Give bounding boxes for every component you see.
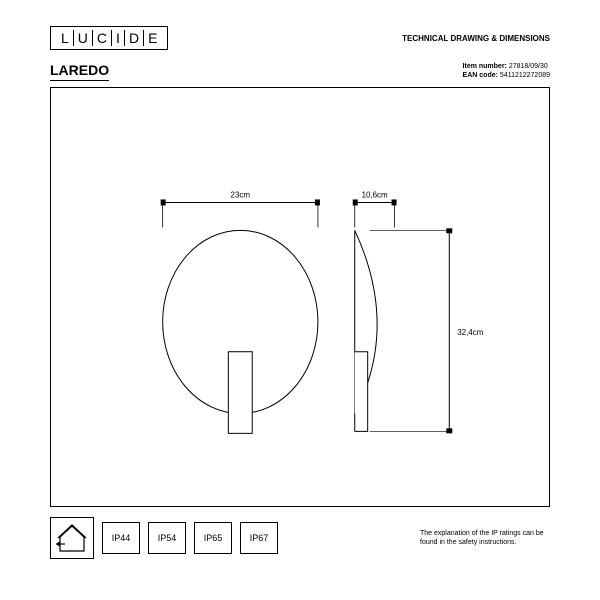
ip-rating-box: IP65 [194, 522, 232, 554]
logo-letter: C [93, 30, 112, 46]
footer-row: IP44 IP54 IP65 IP67 The explanation of t… [50, 517, 550, 559]
house-icon [56, 523, 88, 553]
ean-value: 5411212272089 [500, 72, 550, 79]
product-name: LAREDO [50, 62, 109, 81]
ip-rating-box: IP44 [102, 522, 140, 554]
ip-rating-box: IP54 [148, 522, 186, 554]
item-number-value: 27818/09/30 [509, 63, 548, 70]
header-row: L U C I D E TECHNICAL DRAWING & DIMENSIO… [50, 20, 550, 56]
house-icon-box [50, 517, 94, 559]
logo-letter: L [57, 30, 74, 46]
technical-drawing-svg: 23cm 10,6cm [51, 88, 549, 506]
logo-letter: E [144, 30, 161, 46]
subheader-row: LAREDO Item number: 27818/09/30 EAN code… [50, 62, 550, 83]
ip-rating-label: IP54 [158, 533, 177, 543]
item-info: Item number: 27818/09/30 EAN code: 54112… [463, 62, 550, 80]
technical-drawing-frame: 23cm 10,6cm [50, 87, 550, 507]
ip-rating-label: IP67 [250, 533, 269, 543]
dim-width-label: 23cm [231, 190, 251, 199]
dim-height-label: 32,4cm [457, 328, 483, 337]
brand-logo: L U C I D E [50, 26, 168, 50]
logo-letter: U [74, 30, 93, 46]
logo-letter: D [125, 30, 144, 46]
item-number-label: Item number: [463, 63, 507, 70]
ip-rating-box: IP67 [240, 522, 278, 554]
ean-label: EAN code: [463, 72, 498, 79]
logo-letter: I [112, 30, 125, 46]
footer-note: The explanation of the IP ratings can be… [420, 529, 550, 547]
header-subtitle: TECHNICAL DRAWING & DIMENSIONS [402, 34, 550, 43]
dim-depth-label: 10,6cm [362, 190, 388, 199]
ip-rating-label: IP65 [204, 533, 223, 543]
ip-rating-label: IP44 [112, 533, 131, 543]
